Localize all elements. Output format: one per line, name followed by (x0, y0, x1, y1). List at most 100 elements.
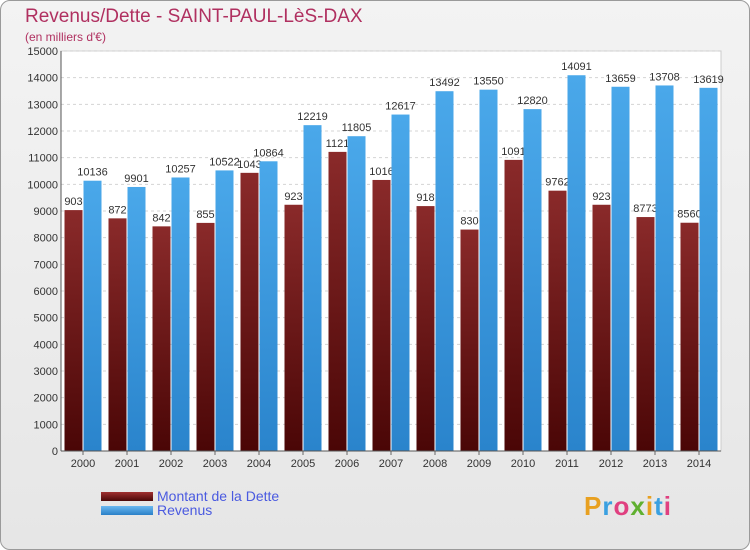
bar-debt (680, 222, 699, 451)
y-tick-label: 12000 (27, 126, 58, 138)
bar-revenue (435, 91, 454, 452)
legend-item-revenue: Revenus (101, 502, 212, 518)
data-label-revenue: 11805 (342, 122, 372, 134)
data-label-revenue: 13492 (429, 77, 460, 89)
bar-revenue (127, 186, 146, 451)
y-tick-label: 1000 (34, 419, 58, 431)
data-label-revenue: 10136 (77, 167, 108, 179)
data-label-revenue: 10864 (253, 147, 284, 159)
logo-letter: P (584, 491, 603, 521)
y-tick-label: 15000 (27, 46, 58, 58)
data-label-revenue: 14091 (561, 61, 592, 73)
data-label-debt: 1043 (237, 159, 261, 171)
proxiti-logo: Proxiti (584, 491, 672, 522)
bar-revenue (83, 180, 102, 451)
data-label-revenue: 13659 (605, 73, 636, 85)
data-label-debt: 8773 (633, 203, 657, 215)
x-tick-label: 2001 (115, 458, 139, 470)
y-tick-label: 7000 (34, 259, 58, 271)
x-tick-label: 2013 (643, 458, 667, 470)
chart-title: Revenus/Dette - SAINT-PAUL-LèS-DAX (25, 6, 363, 27)
chart-subtitle: (en milliers d'€) (25, 30, 106, 44)
x-tick-label: 2007 (379, 458, 403, 470)
bar-revenue (215, 170, 234, 451)
data-label-revenue: 13708 (649, 71, 680, 83)
bar-debt (152, 226, 171, 451)
data-label-revenue: 12617 (385, 101, 416, 113)
y-tick-label: 9000 (34, 206, 58, 218)
bar-revenue (303, 125, 322, 451)
x-tick-label: 2014 (687, 458, 711, 470)
bar-revenue (479, 89, 498, 452)
legend-item-debt: Montant de la Dette (101, 488, 279, 504)
y-tick-label: 0 (52, 446, 58, 458)
bar-debt (284, 204, 303, 451)
y-tick-label: 10000 (27, 179, 58, 191)
data-label-debt: 830 (460, 216, 478, 228)
y-tick-label: 5000 (34, 313, 58, 325)
bar-debt (108, 218, 127, 451)
bar-revenue (391, 114, 410, 452)
legend-label-revenue: Revenus (157, 502, 213, 518)
logo-letter: i (663, 491, 672, 521)
x-tick-label: 2009 (467, 458, 491, 470)
bar-debt (416, 206, 435, 451)
x-tick-label: 2011 (555, 458, 579, 470)
bar-debt (240, 172, 259, 451)
x-tick-label: 2002 (159, 458, 183, 470)
bar-debt (64, 210, 83, 451)
x-tick-label: 2012 (599, 458, 623, 470)
data-label-debt: 1091 (501, 146, 525, 158)
data-label-debt: 855 (196, 209, 214, 221)
data-label-debt: 8560 (677, 209, 701, 221)
legend-swatch-revenue (101, 505, 153, 515)
data-label-debt: 872 (108, 204, 126, 216)
x-tick-label: 2003 (203, 458, 227, 470)
y-tick-label: 13000 (27, 99, 58, 111)
logo-letter: t (654, 491, 664, 521)
data-label-revenue: 10522 (209, 156, 240, 168)
x-tick-label: 2006 (335, 458, 359, 470)
data-label-debt: 1016 (369, 166, 393, 178)
data-label-debt: 842 (152, 212, 170, 224)
logo-letter: r (602, 491, 614, 521)
x-tick-label: 2008 (423, 458, 447, 470)
x-tick-label: 2005 (291, 458, 315, 470)
x-tick-label: 2000 (71, 458, 95, 470)
data-label-revenue: 10257 (165, 163, 196, 175)
bar-revenue (611, 86, 630, 451)
plot-area (60, 50, 722, 452)
logo-letter: o (613, 491, 631, 521)
data-label-debt: 1121 (326, 138, 350, 150)
bar-debt (328, 151, 347, 451)
data-label-revenue: 9901 (124, 173, 148, 185)
legend-swatch-debt (101, 491, 153, 501)
data-label-debt: 923 (592, 191, 610, 203)
bar-revenue (171, 177, 190, 452)
y-tick-label: 4000 (34, 339, 58, 351)
x-tick-label: 2004 (247, 458, 271, 470)
logo-letter: i (645, 491, 655, 521)
logo-letter: x (630, 491, 646, 521)
bar-debt (460, 229, 479, 451)
bar-revenue (567, 75, 586, 452)
legend-label-debt: Montant de la Dette (157, 488, 280, 504)
bar-revenue (699, 87, 718, 452)
bar-revenue (655, 85, 674, 451)
data-label-revenue: 13550 (473, 76, 504, 88)
data-label-debt: 903 (64, 196, 82, 208)
bar-debt (372, 179, 391, 451)
bar-debt (196, 222, 215, 451)
y-tick-label: 11000 (28, 153, 58, 165)
data-label-debt: 923 (284, 191, 302, 203)
y-tick-label: 14000 (27, 73, 58, 85)
bar-revenue (259, 161, 278, 451)
bar-revenue (523, 109, 542, 451)
y-tick-label: 6000 (34, 286, 58, 298)
bar-revenue (347, 136, 366, 451)
bar-debt (548, 190, 567, 451)
bar-debt (636, 217, 655, 451)
data-label-revenue: 13619 (693, 74, 724, 86)
data-label-debt: 9762 (545, 177, 569, 189)
